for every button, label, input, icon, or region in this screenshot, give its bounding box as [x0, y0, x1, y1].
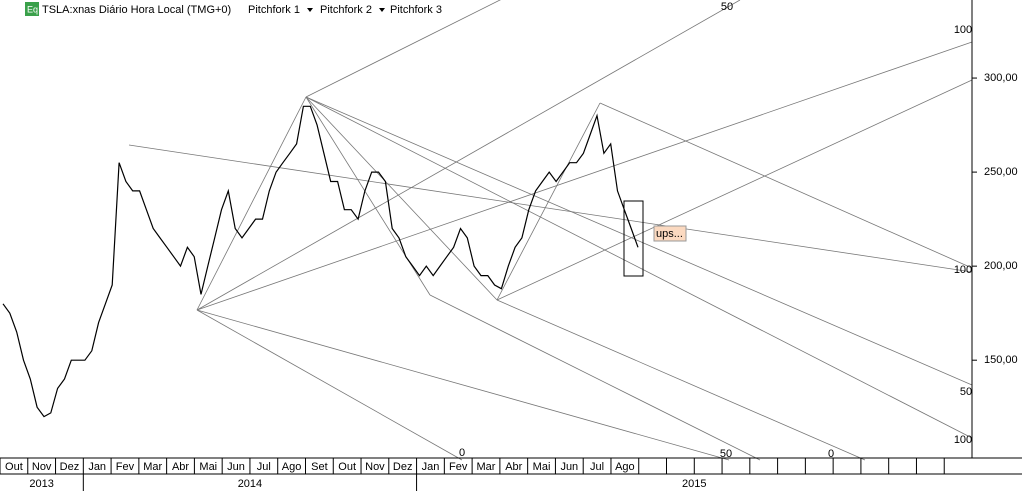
x-tick-label: Mai: [533, 461, 551, 473]
menu-arrow: [379, 8, 385, 12]
x-tick-label: Out: [5, 461, 23, 473]
x-tick-label: Jul: [590, 461, 604, 473]
fork-line: [305, 0, 501, 98]
fork-line: [196, 0, 741, 311]
pitchfork-label: 0: [459, 447, 465, 459]
y-tick-label: 150,00: [984, 354, 1018, 366]
x-tick-label: Jan: [88, 461, 106, 473]
fork-line: [496, 299, 866, 461]
x-tick-label: Mar: [477, 461, 496, 473]
pitchfork-label: 100: [954, 434, 972, 446]
icon: [25, 2, 39, 16]
menu[interactable]: Pitchfork 3: [390, 4, 442, 16]
price-line: [2, 105, 639, 418]
x-tick-label: Fev: [449, 461, 468, 473]
fork-line: [196, 309, 730, 461]
y-tick-label: 200,00: [984, 260, 1018, 272]
x-tick-label: Nov: [365, 461, 385, 473]
menu[interactable]: Pitchfork 2: [320, 4, 372, 16]
fork-line: [429, 294, 761, 461]
fork-line: [305, 96, 498, 301]
x-tick-label: Nov: [32, 461, 52, 473]
year-label: 2013: [29, 478, 53, 490]
x-tick-label: Fev: [116, 461, 135, 473]
x-tick-label: Mar: [143, 461, 162, 473]
x-tick-label: Dez: [60, 461, 80, 473]
icon-text: Eq: [27, 4, 38, 14]
x-tick-label: Jun: [560, 461, 578, 473]
fork-line: [496, 79, 973, 301]
fork-line: [496, 102, 601, 301]
highlight-box: [623, 200, 644, 277]
fork-line: [196, 96, 307, 311]
x-tick-label: Abr: [172, 461, 189, 473]
fork-line: [305, 96, 973, 439]
y-tick-label: 250,00: [984, 166, 1018, 178]
x-tick-label: Set: [311, 461, 328, 473]
x-tick-label: Jun: [227, 461, 245, 473]
symbol: TSLA:xnas Diário Hora Local (TMG+0): [42, 4, 231, 16]
fork-line: [599, 102, 973, 269]
x-tick-label: Ago: [615, 461, 635, 473]
x-tick-label: Ago: [282, 461, 302, 473]
pitchfork-label: 50: [721, 1, 733, 13]
pitchfork-label: 50: [960, 386, 972, 398]
year-label: 2015: [682, 478, 706, 490]
pitchforks: [128, 0, 973, 461]
year-label: 2014: [238, 478, 262, 490]
y-tick-label: 300,00: [984, 72, 1018, 84]
fork-line: [196, 309, 463, 461]
pitchfork-label: 50: [720, 448, 732, 460]
fork-line: [305, 96, 973, 386]
annotation-box: [653, 225, 687, 242]
pitchfork-label: 100: [954, 264, 972, 276]
x-tick-label: Jul: [257, 461, 271, 473]
fork-line: [128, 144, 973, 273]
menu-arrow: [307, 8, 313, 12]
x-tick-label: Out: [338, 461, 356, 473]
x-tick-label: Jan: [422, 461, 440, 473]
pitchfork-label: 100: [954, 24, 972, 36]
x-tick-label: Mai: [199, 461, 217, 473]
x-tick-label: Dez: [393, 461, 413, 473]
menu[interactable]: Pitchfork 1: [248, 4, 300, 16]
fork-line: [196, 41, 973, 311]
annotation: ups...: [656, 228, 683, 240]
pitchfork-label: 0: [828, 448, 834, 460]
x-tick-label: Abr: [505, 461, 522, 473]
